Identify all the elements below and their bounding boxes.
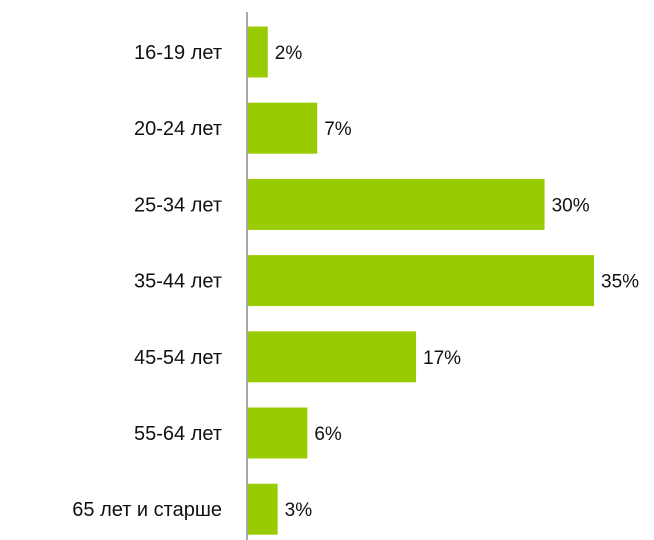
value-label: 6% — [314, 424, 342, 445]
value-label: 3% — [285, 500, 313, 521]
value-label: 2% — [275, 43, 303, 64]
bar-4 — [248, 331, 417, 383]
value-labels: 2% 7% 30% 35% 17% 6% 3% — [275, 43, 639, 521]
bar-0 — [248, 26, 268, 78]
category-label: 20-24 лет — [134, 118, 222, 140]
category-labels: 16-19 лет 20-24 лет 25-34 лет 35-44 лет 45-5… — [72, 42, 222, 521]
bar-6 — [248, 483, 278, 535]
bar-5 — [248, 407, 308, 459]
value-label: 17% — [423, 348, 461, 369]
value-label: 30% — [552, 195, 590, 216]
category-label: 45-54 лет — [134, 347, 222, 369]
category-label: 65 лет и старше — [72, 499, 222, 521]
category-label: 25-34 лет — [134, 194, 222, 216]
bar-series — [248, 26, 594, 535]
bar-2 — [248, 178, 545, 230]
bar-3 — [248, 255, 594, 307]
value-label: 35% — [601, 272, 639, 293]
category-label: 55-64 лет — [134, 423, 222, 445]
bar-1 — [248, 102, 318, 154]
category-label: 16-19 лет — [134, 42, 222, 64]
category-label: 35-44 лет — [134, 271, 222, 293]
value-label: 7% — [324, 119, 352, 140]
